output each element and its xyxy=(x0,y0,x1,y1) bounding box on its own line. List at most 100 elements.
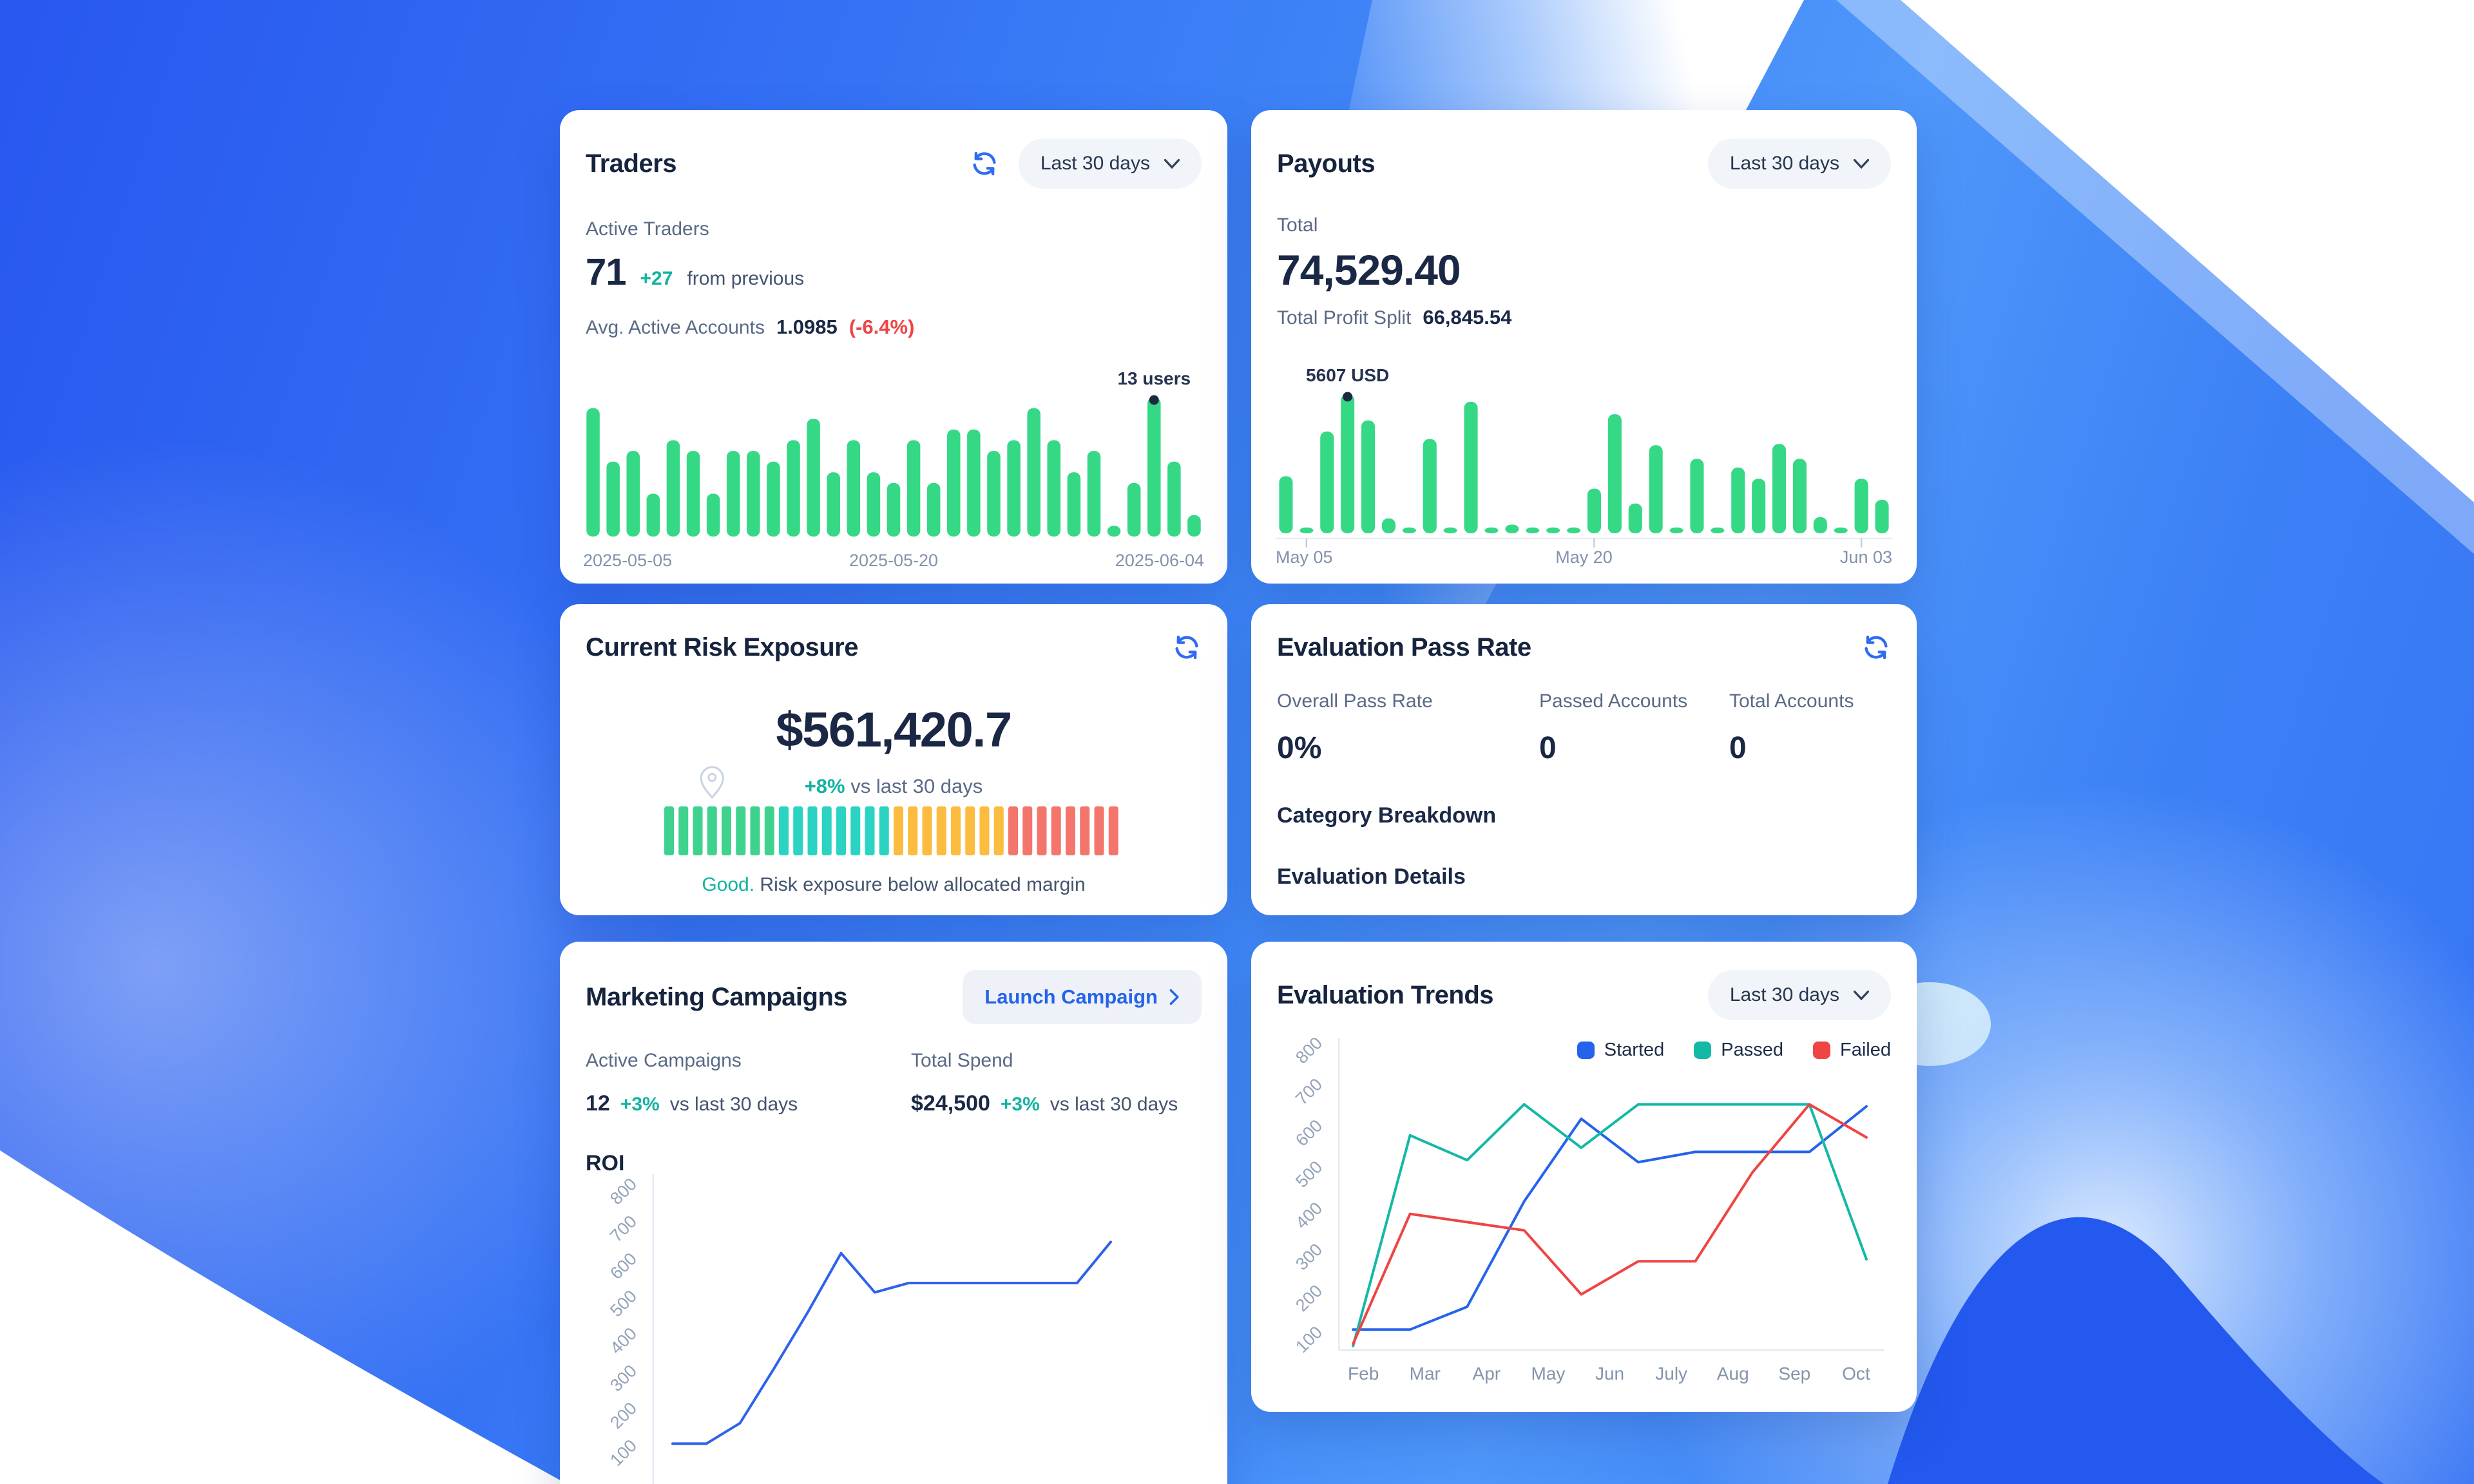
traders-title: Traders xyxy=(586,149,677,178)
svg-text:700: 700 xyxy=(606,1212,640,1246)
svg-text:2025-05-20: 2025-05-20 xyxy=(849,551,938,570)
active-campaigns-value: 12 xyxy=(586,1091,610,1116)
traders-card: Traders Last 30 days Active Traders 71 +… xyxy=(560,110,1227,584)
overall-pass-rate-value: 0% xyxy=(1277,731,1322,765)
marketing-stats: Active Campaigns 12 +3% vs last 30 days … xyxy=(586,1050,1202,1116)
legend-label-failed: Failed xyxy=(1840,1040,1891,1060)
launch-campaign-label: Launch Campaign xyxy=(984,985,1158,1008)
svg-text:700: 700 xyxy=(1292,1074,1326,1108)
svg-text:500: 500 xyxy=(606,1286,640,1320)
svg-text:Jun: Jun xyxy=(1595,1364,1624,1384)
svg-text:500: 500 xyxy=(1292,1157,1326,1192)
avg-accounts-value: 1.0985 xyxy=(776,316,838,338)
roi-line-chart: 800 700 600 500 400 300 200 100 xyxy=(586,1148,1199,1484)
svg-text:200: 200 xyxy=(1292,1281,1326,1315)
svg-text:Mar: Mar xyxy=(1410,1364,1441,1384)
pass-rate-stats: Overall Pass Rate 0% Passed Accounts 0 T… xyxy=(1277,690,1891,766)
active-traders-delta: +27 xyxy=(640,268,673,289)
traders-range-dropdown[interactable]: Last 30 days xyxy=(1018,138,1202,189)
avg-accounts-label: Avg. Active Accounts xyxy=(586,317,765,338)
svg-text:Feb: Feb xyxy=(1348,1364,1379,1384)
risk-delta-note: vs last 30 days xyxy=(850,775,983,797)
active-campaigns-note: vs last 30 days xyxy=(669,1094,798,1115)
active-traders-value: 71 xyxy=(586,251,627,293)
total-label: Total xyxy=(1277,214,1318,236)
svg-text:13 users: 13 users xyxy=(1117,368,1191,388)
svg-text:600: 600 xyxy=(1292,1116,1326,1150)
marketing-title: Marketing Campaigns xyxy=(586,982,848,1011)
risk-delta: +8% xyxy=(804,775,845,797)
total-accounts-value: 0 xyxy=(1729,731,1747,765)
svg-text:300: 300 xyxy=(1292,1240,1326,1274)
marketing-campaigns-card: Marketing Campaigns Launch Campaign Acti… xyxy=(560,942,1227,1484)
passed-accounts-value: 0 xyxy=(1539,731,1557,765)
svg-text:May: May xyxy=(1531,1364,1565,1384)
launch-campaign-button[interactable]: Launch Campaign xyxy=(963,970,1202,1024)
svg-text:Sep: Sep xyxy=(1778,1364,1810,1384)
refresh-icon[interactable] xyxy=(1172,633,1202,662)
chevron-right-icon xyxy=(1169,989,1179,1005)
active-campaigns-label: Active Campaigns xyxy=(586,1050,742,1071)
svg-text:100: 100 xyxy=(1292,1322,1326,1356)
chevron-down-icon xyxy=(1164,158,1180,169)
risk-status-word: Good. xyxy=(702,874,755,895)
range-label: Last 30 days xyxy=(1040,153,1150,174)
total-spend-note: vs last 30 days xyxy=(1050,1094,1178,1115)
marketing-header: Marketing Campaigns Launch Campaign xyxy=(586,970,1202,1024)
risk-exposure-card: Current Risk Exposure $561,420.7 +8% vs … xyxy=(560,604,1227,915)
total-value: 74,529.40 xyxy=(1277,246,1461,294)
svg-text:400: 400 xyxy=(606,1324,640,1358)
svg-text:2025-06-04: 2025-06-04 xyxy=(1115,551,1204,570)
payouts-title: Payouts xyxy=(1277,149,1376,178)
trends-title: Evaluation Trends xyxy=(1277,980,1494,1009)
refresh-icon[interactable] xyxy=(1861,633,1891,662)
avg-accounts-delta: (-6.4%) xyxy=(849,316,915,338)
profit-split-value: 66,845.54 xyxy=(1423,306,1512,328)
svg-text:400: 400 xyxy=(1292,1199,1326,1233)
bg-topright-white-wedge xyxy=(1901,0,2474,502)
payouts-header: Payouts Last 30 days xyxy=(1277,138,1891,189)
trends-range-dropdown[interactable]: Last 30 days xyxy=(1707,970,1891,1020)
refresh-icon[interactable] xyxy=(970,149,999,178)
overall-pass-rate-label: Overall Pass Rate xyxy=(1277,690,1433,712)
legend-label-passed: Passed xyxy=(1721,1040,1783,1060)
chevron-down-icon xyxy=(1854,158,1869,169)
svg-text:May 20: May 20 xyxy=(1555,547,1613,567)
svg-text:200: 200 xyxy=(606,1398,640,1432)
risk-status-text: Risk exposure below allocated margin xyxy=(760,874,1086,895)
total-spend-label: Total Spend xyxy=(911,1050,1013,1071)
range-label: Last 30 days xyxy=(1729,153,1839,174)
svg-text:5607 USD: 5607 USD xyxy=(1306,365,1389,385)
total-spend-delta: +3% xyxy=(1000,1094,1040,1115)
svg-text:May 05: May 05 xyxy=(1276,547,1333,567)
svg-text:600: 600 xyxy=(606,1249,640,1283)
legend-item-failed: Failed xyxy=(1813,1040,1891,1061)
active-campaigns-delta: +3% xyxy=(620,1094,660,1115)
risk-amount: $561,420.7 xyxy=(776,703,1012,757)
legend-swatch-started xyxy=(1577,1042,1595,1059)
bg-bottomright-arch xyxy=(1888,1217,2384,1484)
legend-item-started: Started xyxy=(1577,1040,1665,1061)
trends-header: Evaluation Trends Last 30 days xyxy=(1277,970,1891,1020)
roi-heading: ROI xyxy=(586,1151,625,1175)
bg-bottomleft-white-corner xyxy=(0,1150,567,1484)
bg-bottomleft-sheen xyxy=(0,438,683,1484)
risk-title: Current Risk Exposure xyxy=(586,633,858,661)
svg-text:Jun 03: Jun 03 xyxy=(1840,547,1892,567)
pass-rate-card: Evaluation Pass Rate Overall Pass Rate 0… xyxy=(1251,604,1917,915)
payouts-range-dropdown[interactable]: Last 30 days xyxy=(1707,138,1891,189)
svg-text:800: 800 xyxy=(606,1174,640,1208)
svg-text:Apr: Apr xyxy=(1473,1364,1501,1384)
active-traders-label: Active Traders xyxy=(586,218,709,240)
traders-bar-chart: 2025-05-05 2025-05-20 2025-06-04 13 users xyxy=(583,368,1204,574)
evaluation-trends-card: Evaluation Trends Last 30 days Started P… xyxy=(1251,942,1917,1412)
total-accounts-label: Total Accounts xyxy=(1729,690,1854,712)
svg-text:2025-05-05: 2025-05-05 xyxy=(583,551,672,570)
risk-header: Current Risk Exposure xyxy=(586,633,1202,662)
legend-label-started: Started xyxy=(1604,1040,1665,1060)
svg-text:Oct: Oct xyxy=(1842,1364,1870,1384)
profit-split-label: Total Profit Split xyxy=(1277,307,1412,328)
range-label: Last 30 days xyxy=(1729,984,1839,1005)
